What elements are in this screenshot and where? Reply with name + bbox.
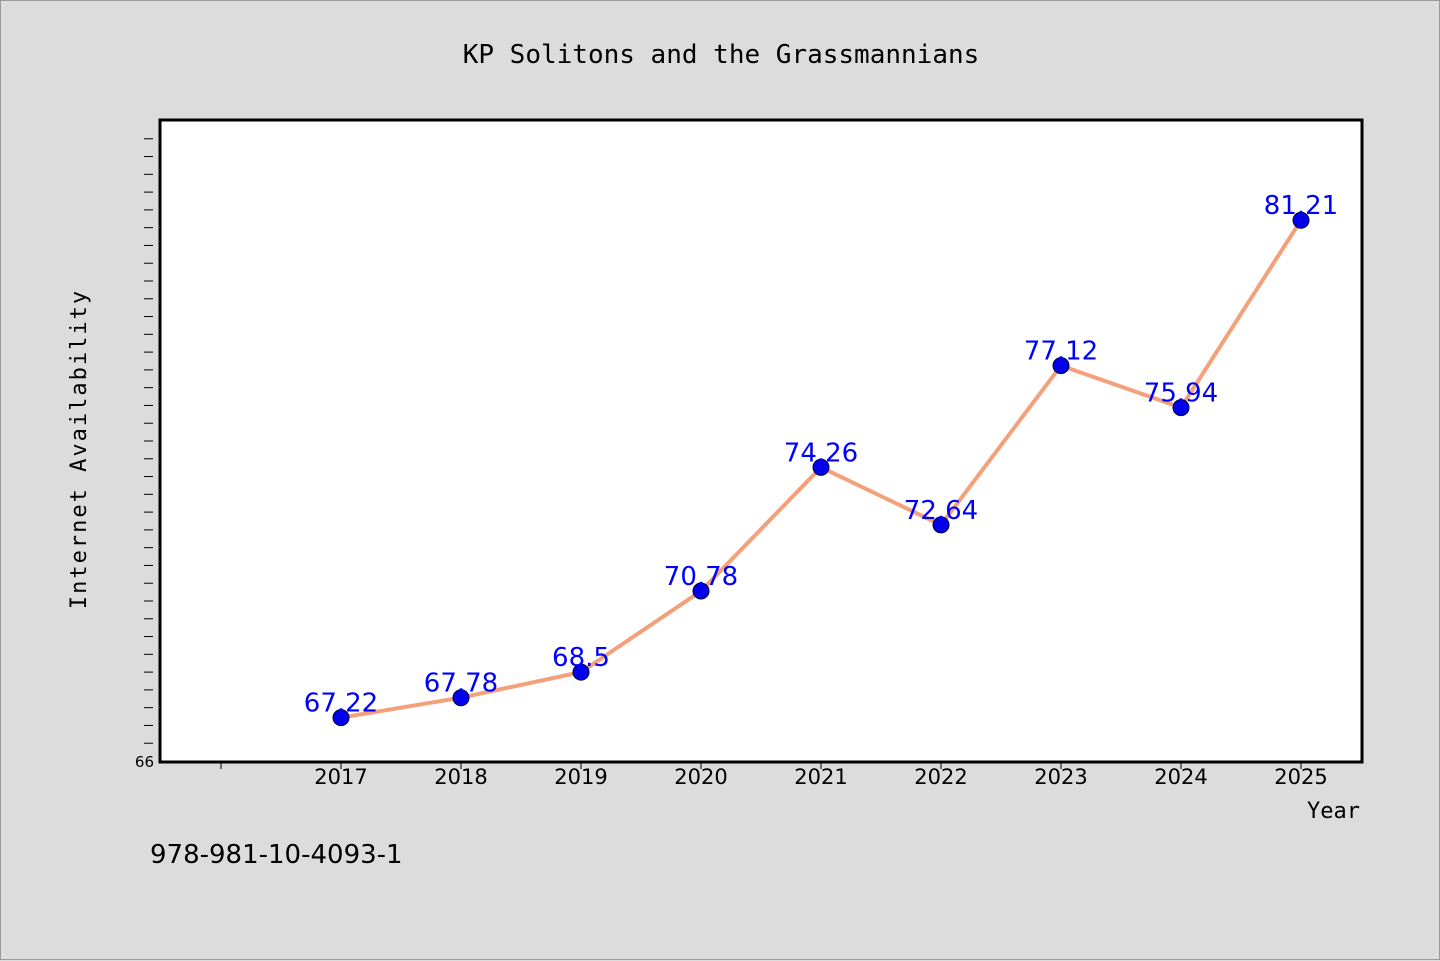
x-tick-label: 2021 <box>794 765 847 789</box>
plot-area <box>158 118 1364 764</box>
data-point <box>572 663 590 681</box>
data-point <box>812 458 830 476</box>
series-layer <box>332 211 1310 727</box>
data-label: 67.78 <box>424 669 498 699</box>
data-label: 74.26 <box>784 438 858 468</box>
data-label: 72.64 <box>904 496 978 526</box>
x-tick-label: 2023 <box>1034 765 1087 789</box>
x-tick-label: 2019 <box>554 765 607 789</box>
data-label: 81.21 <box>1264 191 1338 221</box>
x-tick-label: 2018 <box>434 765 487 789</box>
x-tick-label: 2024 <box>1154 765 1207 789</box>
x-axis-label: Year <box>1307 799 1360 824</box>
y-tick-label: 66 <box>135 753 154 771</box>
y-axis-label: Internet Availability <box>67 289 92 609</box>
y-axis-ticks: 66 <box>135 138 154 771</box>
isbn-text: 978-981-10-4093-1 <box>150 840 403 870</box>
x-tick-label: 2025 <box>1274 765 1327 789</box>
data-point <box>692 582 710 600</box>
data-label: 68.5 <box>552 643 610 673</box>
data-point <box>332 709 350 727</box>
chart-title: KP Solitons and the Grassmannians <box>463 40 980 70</box>
data-point <box>1052 357 1070 375</box>
data-labels: 67.22 67.78 68.5 70.78 74.26 72.64 77.12 75.94 8… <box>304 191 1338 718</box>
data-label: 70.78 <box>664 562 738 592</box>
x-tick-label: 2017 <box>314 765 367 789</box>
x-tick-label: 2020 <box>674 765 727 789</box>
data-label: 77.12 <box>1024 337 1098 367</box>
data-point <box>932 516 950 534</box>
data-point <box>1292 211 1310 229</box>
x-tick-label: 2022 <box>914 765 967 789</box>
data-point <box>452 689 470 707</box>
data-label: 75.94 <box>1144 379 1218 409</box>
data-point <box>1172 399 1190 417</box>
x-axis-ticks: 2017 2018 2019 2020 2021 2022 2023 2024 2025 <box>220 762 1328 789</box>
data-label: 67.22 <box>304 689 378 719</box>
